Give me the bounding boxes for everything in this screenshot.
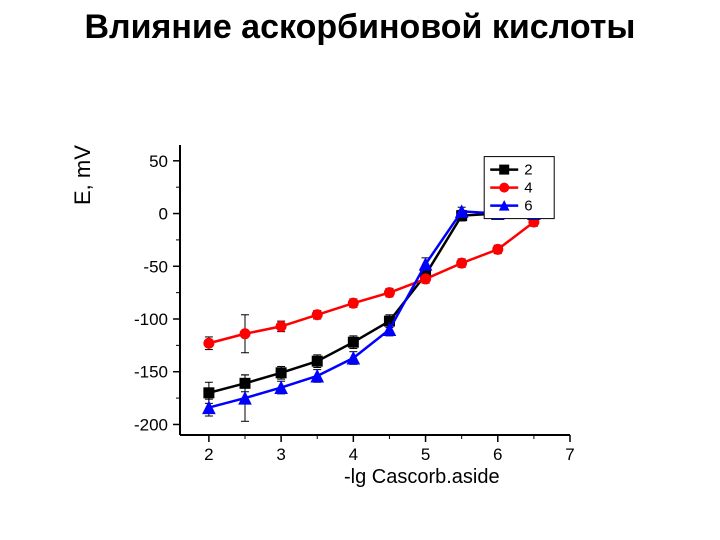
x-tick-label: 5 (421, 445, 430, 464)
x-tick-label: 6 (493, 445, 502, 464)
slide-title: Влияние аскорбиновой кислоты (0, 8, 720, 47)
x-tick-label: 3 (276, 445, 285, 464)
legend: 246 (484, 157, 554, 219)
x-tick-label: 4 (349, 445, 358, 464)
y-tick-label: 50 (149, 152, 168, 171)
title-text: Влияние аскорбиновой кислоты (85, 8, 636, 46)
y-axis-label-outer: E, mV (70, 145, 96, 205)
slide-root: Влияние аскорбиновой кислоты E, mV -200-… (0, 0, 720, 540)
legend-label: 2 (524, 162, 532, 179)
legend-label: 4 (524, 180, 532, 197)
y-tick-label: -100 (134, 310, 168, 329)
x-axis-label: -lg Cascorb.aside (344, 466, 500, 488)
y-tick-label: -200 (134, 415, 168, 434)
y-tick-label: 0 (159, 205, 168, 224)
legend-label: 6 (524, 198, 532, 215)
y-tick-label: -150 (134, 363, 168, 382)
y-tick-label: -50 (143, 257, 168, 276)
x-tick-label: 2 (204, 445, 213, 464)
x-tick-label: 7 (565, 445, 574, 464)
line-chart: -200 -150 -100 -50 0 50 2 3 4 5 6 7 -lg Cascorb.asid… (100, 115, 600, 495)
chart-container: -200 -150 -100 -50 0 50 2 3 4 5 6 7 -lg Cascorb.asid… (100, 115, 600, 495)
y-axis-label-text: E, mV (70, 145, 95, 205)
